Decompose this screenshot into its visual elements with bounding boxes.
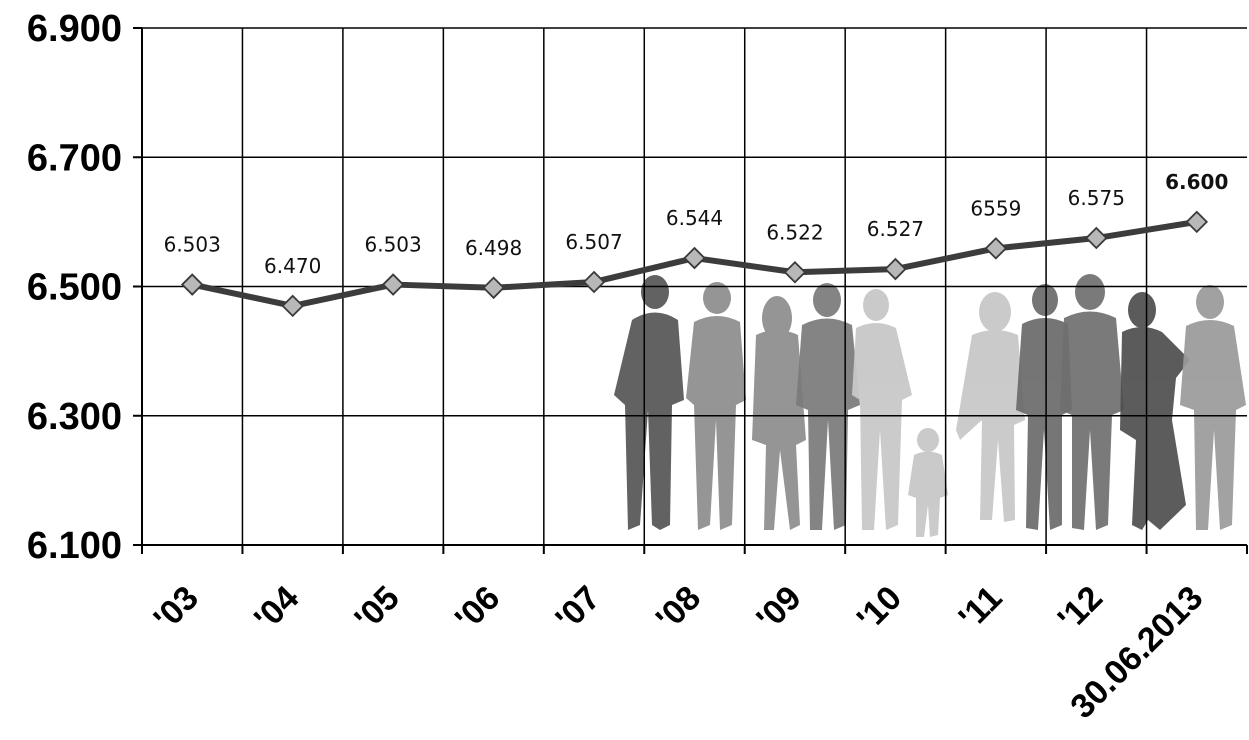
data-point-marker xyxy=(582,270,606,294)
x-tick-label: '06 xyxy=(448,579,507,638)
y-tick-label: 6.500 xyxy=(27,267,122,309)
data-label: 6.507 xyxy=(565,230,622,254)
data-labels: 6.503 6.470 6.503 6.498 6.507 6.544 6.522 6.527… xyxy=(164,170,1229,278)
data-label: 6.503 xyxy=(164,233,221,257)
y-axis-tick-labels: 6.100 6.300 6.500 6.700 6.900 xyxy=(27,8,122,567)
data-label: 6.544 xyxy=(666,206,723,230)
y-tick-label: 6.100 xyxy=(27,525,122,567)
data-label: 6.498 xyxy=(465,236,522,260)
data-label: 6.503 xyxy=(365,233,422,257)
data-label: 6.522 xyxy=(766,220,823,244)
data-point-marker xyxy=(180,273,204,296)
data-label: 6.527 xyxy=(867,217,924,241)
data-label: 6.575 xyxy=(1068,186,1125,210)
gridlines xyxy=(142,27,1247,546)
x-tick-label: '09 xyxy=(749,579,808,638)
people-silhouettes-image xyxy=(614,274,1246,537)
x-tick-label: '10 xyxy=(850,579,909,638)
x-tick-label: '04 xyxy=(247,579,306,638)
x-tick-label: '07 xyxy=(548,579,607,638)
data-label: 6559 xyxy=(970,196,1021,220)
data-point-marker xyxy=(683,246,706,270)
data-point-marker xyxy=(783,261,807,284)
data-point-marker xyxy=(884,257,907,281)
data-point-marker xyxy=(984,237,1008,260)
axes xyxy=(133,27,1248,554)
y-tick-label: 6.900 xyxy=(27,8,122,50)
y-tick-label: 6.700 xyxy=(27,137,122,179)
x-tick-label: '05 xyxy=(347,579,406,638)
data-point-marker xyxy=(1085,226,1108,250)
y-tick-label: 6.300 xyxy=(27,396,122,438)
x-tick-label: '03 xyxy=(147,579,206,638)
x-tick-label: '11 xyxy=(952,579,1010,637)
data-point-marker xyxy=(482,276,505,300)
data-label: 6.600 xyxy=(1165,170,1228,194)
x-tick-label: '12 xyxy=(1051,579,1110,638)
data-point-marker xyxy=(1185,210,1209,234)
series xyxy=(180,210,1209,318)
data-label: 6.470 xyxy=(264,254,321,278)
data-point-marker xyxy=(381,273,405,296)
x-tick-label: '08 xyxy=(649,579,708,638)
data-point-marker xyxy=(281,294,304,318)
